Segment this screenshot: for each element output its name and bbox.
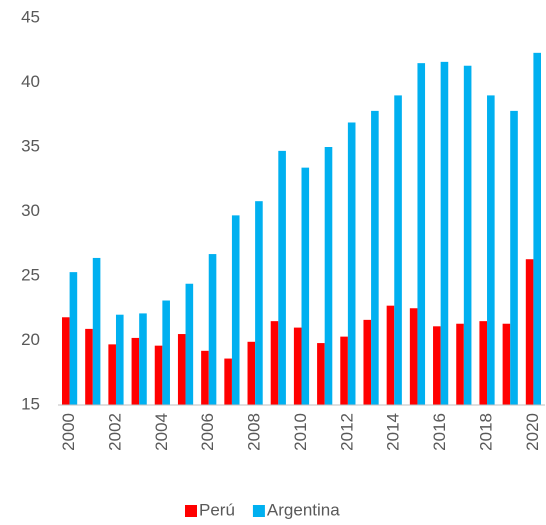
- bar: [61, 317, 70, 405]
- x-tick-label: 2002: [105, 413, 124, 451]
- legend-swatch: [185, 505, 197, 517]
- bar: [324, 147, 333, 405]
- bar: [293, 327, 302, 405]
- bar: [224, 358, 232, 405]
- bar: [417, 63, 426, 406]
- bar: [386, 305, 395, 405]
- y-tick-label: 20: [21, 330, 40, 349]
- x-tick-label: 2018: [477, 413, 496, 451]
- y-tick-label: 25: [21, 265, 40, 284]
- legend-swatch: [252, 505, 265, 517]
- bar: [255, 201, 263, 405]
- bar: [340, 336, 348, 405]
- bar: [317, 343, 325, 405]
- bar: [208, 254, 217, 405]
- legend-label: Perú: [199, 500, 235, 519]
- x-tick-label: 2016: [430, 413, 449, 451]
- bar: [85, 328, 93, 405]
- x-tick-label: 2006: [198, 413, 217, 451]
- bar: [247, 341, 256, 405]
- bar: [502, 323, 511, 405]
- x-tick-label: 2014: [384, 413, 403, 451]
- bar: [433, 326, 441, 405]
- x-tick-label: 2010: [291, 413, 310, 451]
- bar: [185, 283, 194, 405]
- bar: [371, 110, 379, 405]
- bar: [510, 110, 518, 405]
- bar: [301, 167, 310, 405]
- y-tick-label: 15: [21, 394, 40, 413]
- x-tick-label: 2012: [337, 413, 356, 451]
- bar: [456, 323, 464, 405]
- bar: [409, 308, 418, 405]
- bar: [533, 52, 542, 405]
- x-tick-label: 2000: [59, 413, 78, 451]
- y-tick-label: 35: [21, 136, 40, 155]
- bar: [92, 257, 101, 405]
- y-tick-label: 40: [21, 72, 40, 91]
- bar: [139, 313, 147, 405]
- x-tick-label: 2004: [152, 413, 171, 451]
- bar: [463, 65, 472, 405]
- bar: [278, 150, 286, 405]
- bar: [69, 272, 78, 405]
- bar: [525, 259, 534, 405]
- bar: [115, 314, 124, 405]
- bar: [479, 321, 488, 405]
- bar: [154, 345, 163, 405]
- bar: [347, 122, 356, 406]
- bar: [440, 61, 449, 406]
- bar: [108, 344, 116, 405]
- bar: [270, 321, 279, 405]
- bar: [231, 215, 240, 405]
- bar: [363, 319, 372, 405]
- y-tick-label: 45: [21, 7, 40, 26]
- bar: [487, 95, 495, 406]
- bar: [131, 337, 140, 405]
- x-tick-label: 2008: [245, 413, 264, 451]
- y-tick-label: 30: [21, 201, 40, 220]
- legend-label: Argentina: [267, 500, 340, 519]
- bar: [162, 300, 170, 405]
- bar: [394, 95, 402, 406]
- bar: [201, 350, 209, 405]
- bar: [177, 334, 186, 405]
- x-tick-label: 2020: [523, 413, 542, 451]
